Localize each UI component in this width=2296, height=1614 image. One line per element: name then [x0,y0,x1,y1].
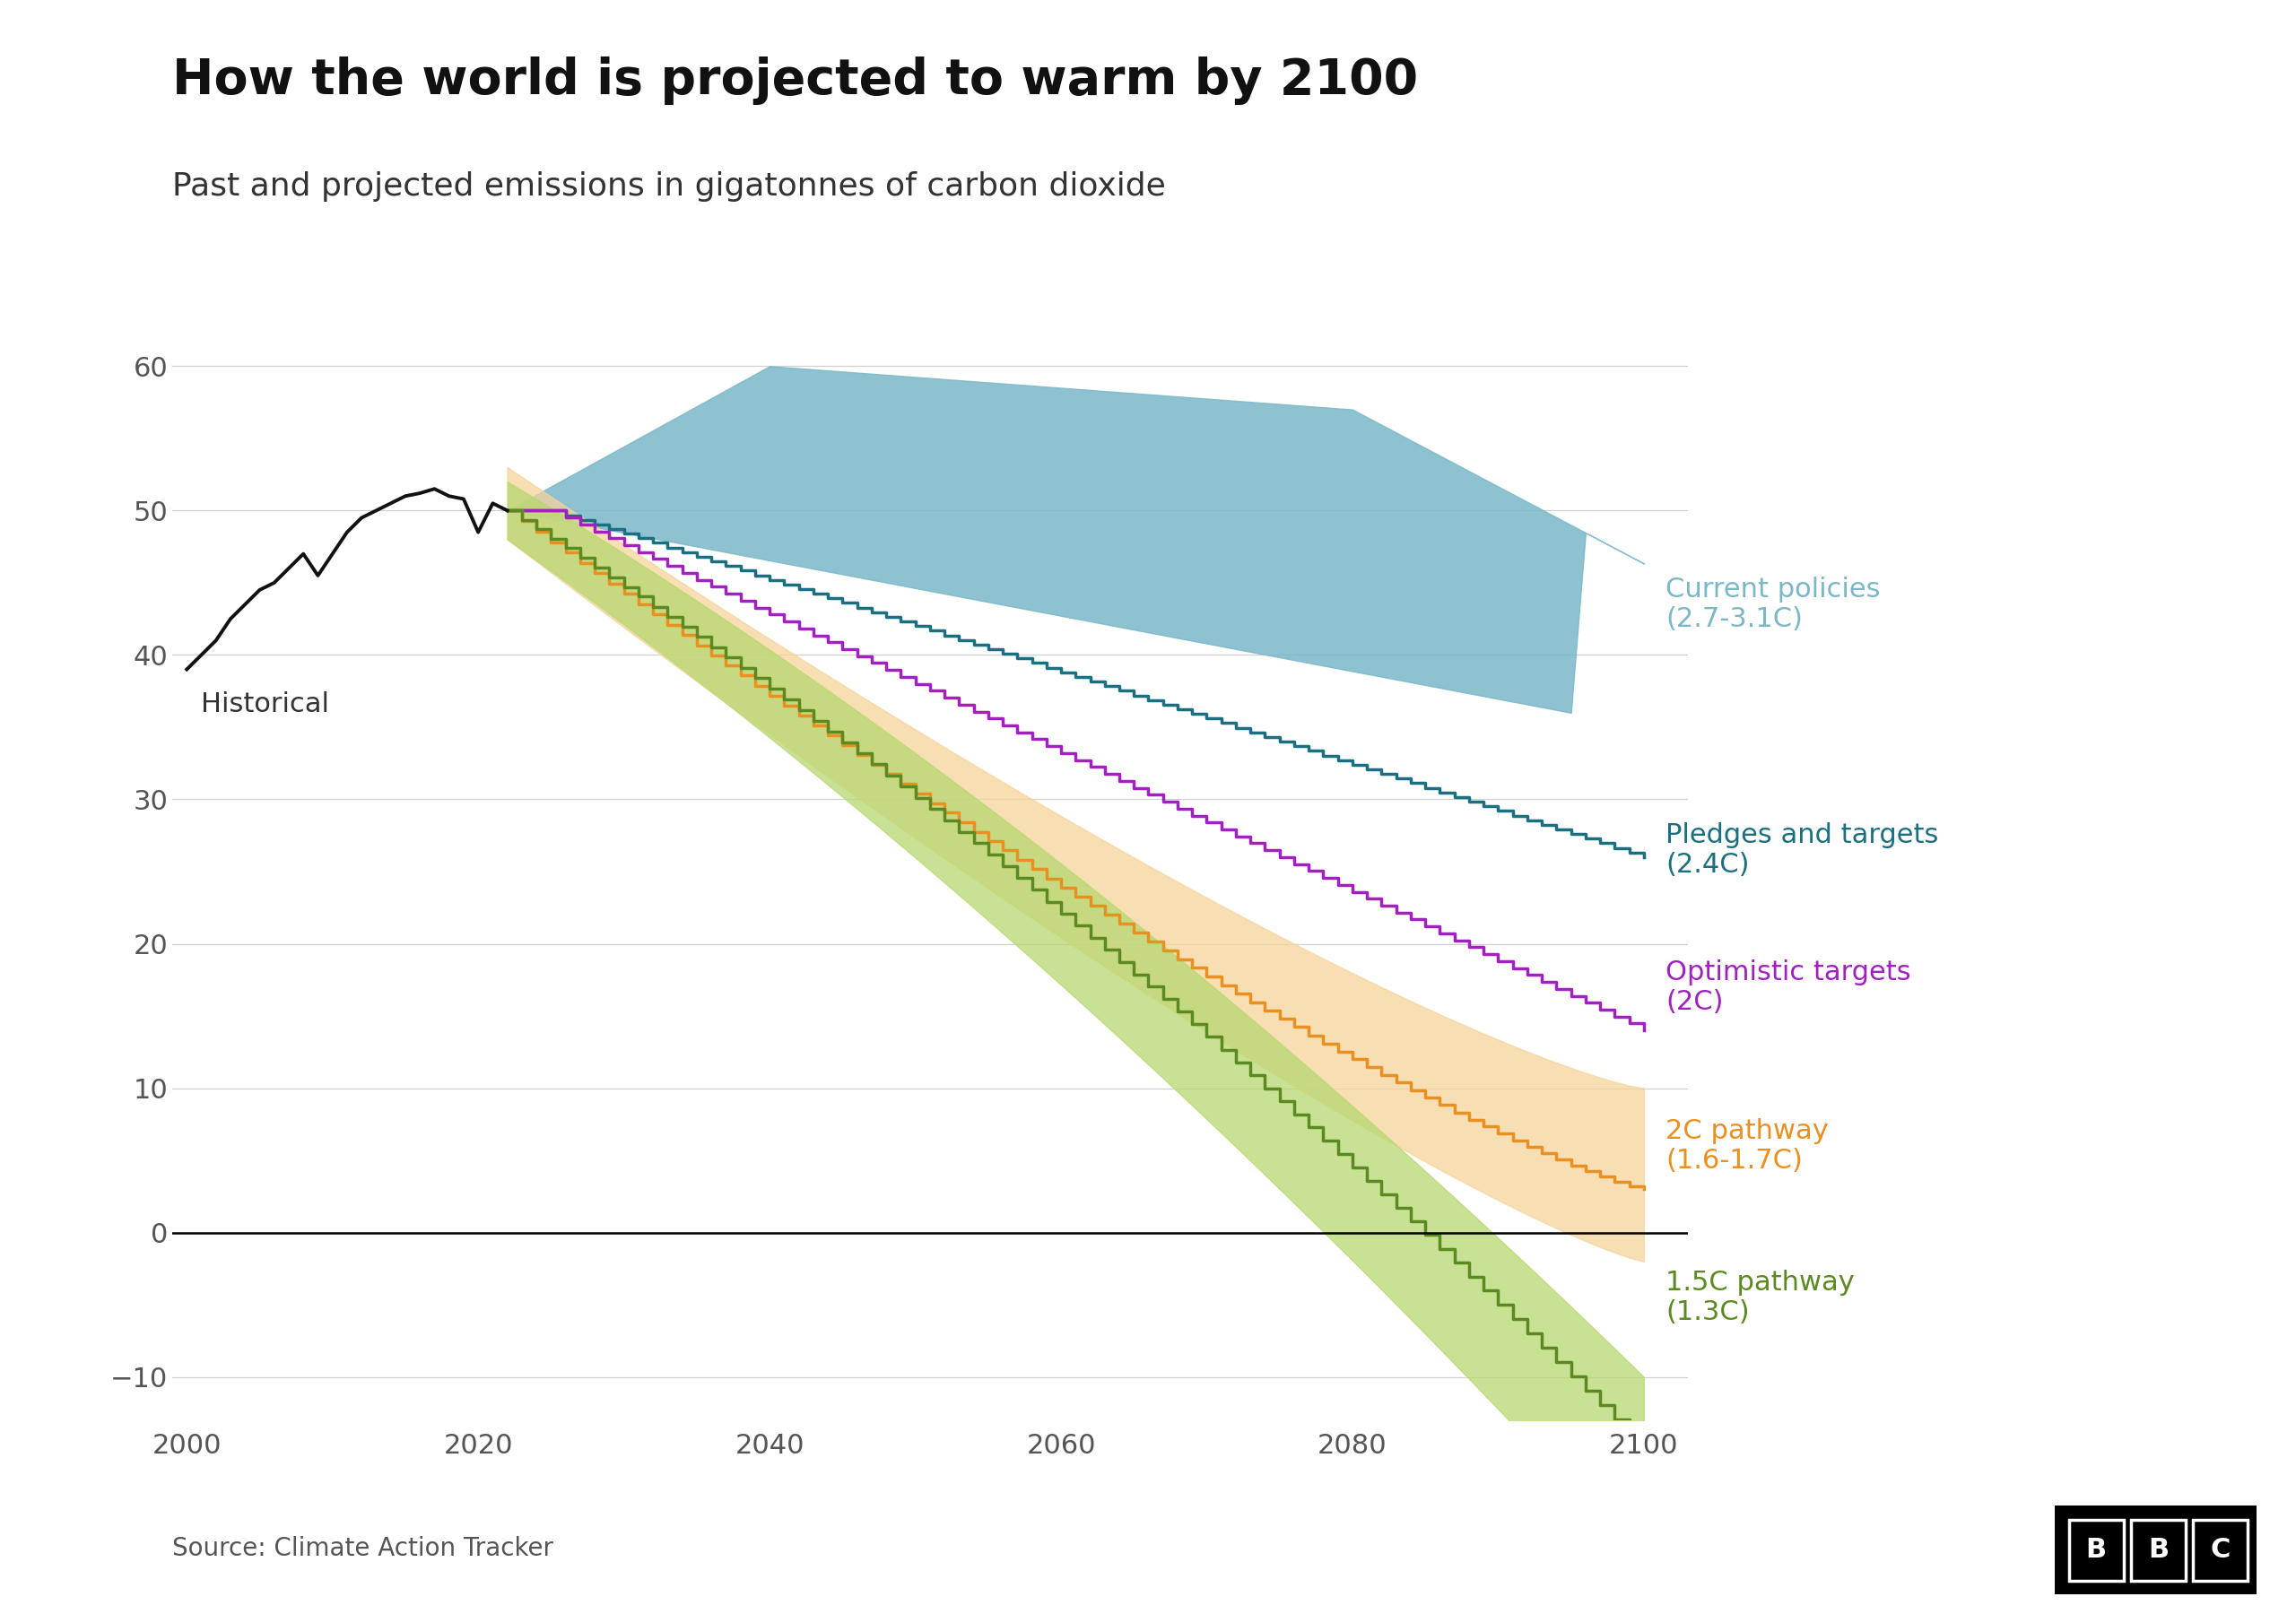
Text: 1.5C pathway
(1.3C): 1.5C pathway (1.3C) [1665,1270,1855,1325]
Text: Pledges and targets
(2.4C): Pledges and targets (2.4C) [1665,822,1938,878]
Text: Historical: Historical [202,691,331,717]
Text: B: B [2147,1537,2170,1564]
Text: How the world is projected to warm by 2100: How the world is projected to warm by 21… [172,56,1419,105]
Text: Past and projected emissions in gigatonnes of carbon dioxide: Past and projected emissions in gigatonn… [172,171,1166,202]
Text: 2C pathway
(1.6-1.7C): 2C pathway (1.6-1.7C) [1665,1119,1828,1173]
Text: C: C [2211,1537,2229,1564]
Text: Current policies
(2.7-3.1C): Current policies (2.7-3.1C) [1665,576,1880,633]
Text: Source: Climate Action Tracker: Source: Climate Action Tracker [172,1535,553,1561]
Text: B: B [2085,1537,2108,1564]
Text: Optimistic targets
(2C): Optimistic targets (2C) [1665,959,1910,1015]
